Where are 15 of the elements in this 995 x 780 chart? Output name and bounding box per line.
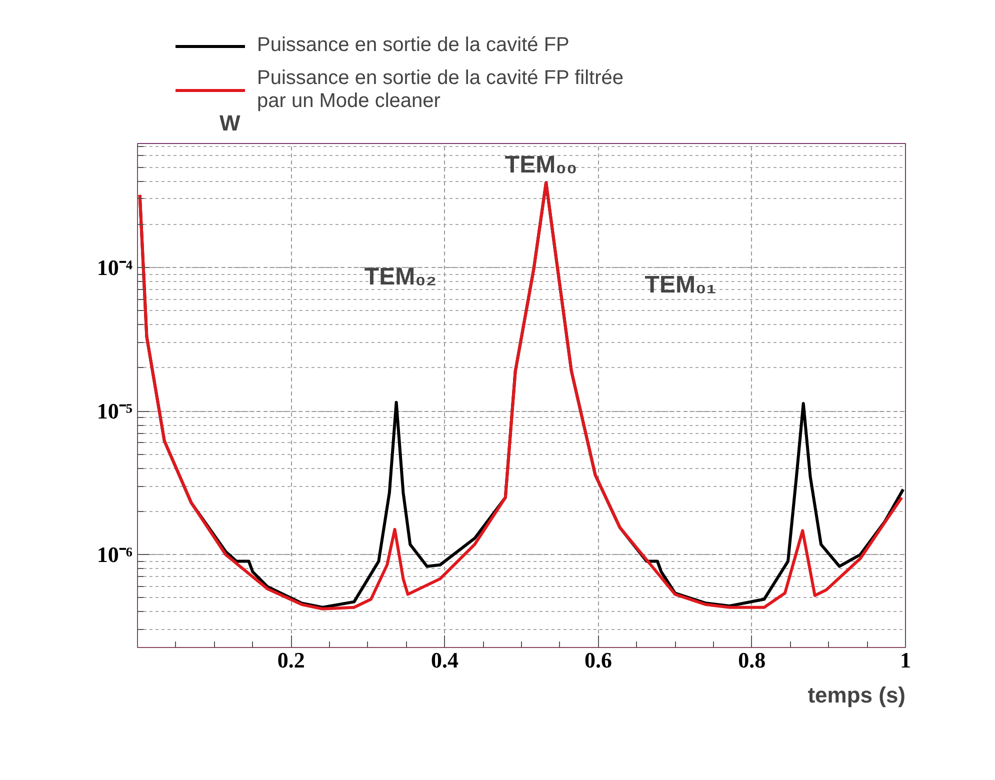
annotation: TEM₀₂: [364, 264, 437, 290]
annotation: TEM₀₁: [644, 272, 716, 298]
legend-label: Puissance en sortie de la cavité FP filtrée par un Mode cleaner: [257, 67, 624, 113]
y-tick-label: 10⁻⁶: [96, 542, 133, 568]
x-tick-label: 0.8: [738, 648, 766, 672]
x-tick-label: 0.2: [277, 648, 305, 672]
annotation: TEM₀₀: [504, 152, 578, 179]
y-axis-title: W: [220, 110, 240, 136]
x-tick-label: 0.6: [584, 648, 612, 672]
legend-label: Puissance en sortie de la cavité FP: [257, 34, 570, 57]
x-tick-label: 1: [900, 648, 911, 672]
y-tick-label: 10⁻⁵: [96, 398, 133, 424]
y-tick-label: 10⁻⁴: [96, 254, 133, 280]
x-axis-title: temps (s): [808, 682, 906, 708]
x-tick-label: 0.4: [430, 648, 458, 672]
